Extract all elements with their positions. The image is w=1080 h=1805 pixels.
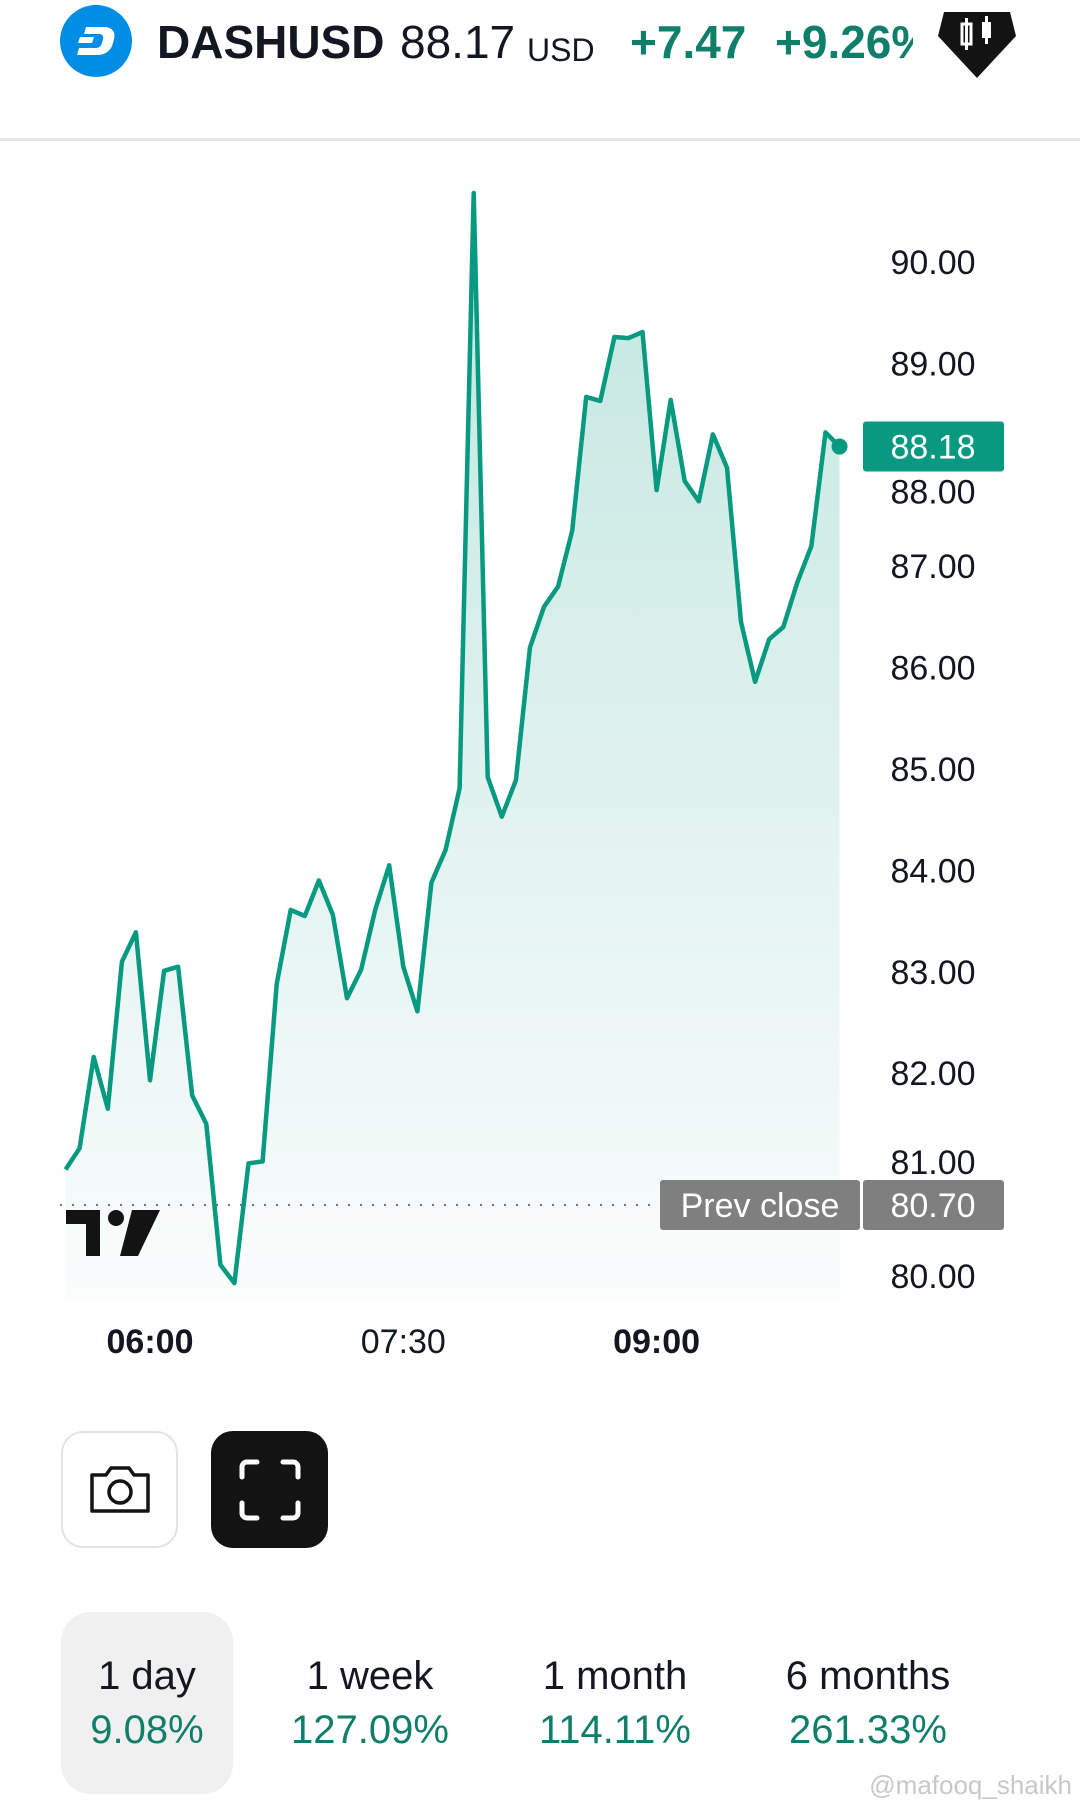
price-change: +7.47 [630, 16, 747, 68]
last-price-label: 88.18 [863, 421, 1004, 472]
price-area-fill [65, 193, 840, 1300]
camera-icon [89, 1465, 150, 1513]
y-tick-label: 84.00 [890, 852, 975, 890]
period-change: 261.33% [789, 1708, 947, 1752]
period-label: 1 month [542, 1654, 688, 1698]
y-tick-label: 83.00 [890, 954, 975, 992]
price-chart[interactable]: 90.00 89.00 88.00 87.00 86.00 85.00 84.00 83.00… [0, 140, 1080, 1380]
fullscreen-button[interactable] [211, 1431, 328, 1548]
price-line [63, 190, 842, 1286]
dash-logo-icon [60, 5, 132, 77]
period-tab-1-week[interactable]: 1 week 127.09% [284, 1612, 456, 1794]
x-tick-label: 06:00 [107, 1323, 194, 1361]
period-tab-1-day[interactable]: 1 day 9.08% [61, 1612, 233, 1794]
prev-close-label: Prev close 80.70 [660, 1180, 1004, 1231]
watermark: @mafooq_shaikh [869, 1770, 1072, 1800]
y-tick-label: 90.00 [890, 244, 975, 282]
y-tick-label: 88.00 [890, 474, 975, 512]
price-change-percent: +9.26% [775, 16, 913, 68]
period-change: 127.09% [291, 1708, 449, 1752]
y-tick-label: 80.00 [890, 1258, 975, 1296]
symbol-name: DASHUSD [157, 16, 385, 68]
period-tab-6-months[interactable]: 6 months 261.33% [782, 1612, 954, 1794]
candlestick-icon[interactable] [936, 6, 1018, 85]
prev-close-tag-value: 80.70 [890, 1187, 975, 1225]
snapshot-button[interactable] [61, 1431, 178, 1548]
period-label: 1 week [306, 1654, 434, 1698]
y-tick-label: 85.00 [890, 751, 975, 789]
period-label: 1 day [98, 1654, 196, 1698]
tradingview-logo [66, 1210, 160, 1256]
currency: USD [527, 32, 595, 68]
last-price: 88.17 [400, 16, 516, 68]
y-tick-label: 89.00 [890, 345, 975, 383]
period-change: 114.11% [539, 1708, 691, 1752]
period-label: 6 months [785, 1654, 951, 1698]
prev-close-tag-label: Prev close [681, 1187, 840, 1225]
x-tick-label: 09:00 [613, 1323, 700, 1361]
symbol-header: DASHUSD 88.17 USD +7.47 +9.26% [0, 0, 1080, 141]
y-tick-label: 81.00 [890, 1144, 975, 1182]
y-tick-label: 87.00 [890, 548, 975, 586]
fullscreen-icon [239, 1459, 300, 1520]
x-tick-label: 07:30 [361, 1323, 446, 1361]
last-point-marker [831, 438, 848, 455]
period-change: 9.08% [90, 1708, 204, 1752]
y-tick-label: 86.00 [890, 650, 975, 688]
y-tick-label: 82.00 [890, 1055, 975, 1093]
period-tab-1-month[interactable]: 1 month 114.11% [529, 1612, 701, 1794]
last-price-tag-text: 88.18 [890, 429, 975, 467]
